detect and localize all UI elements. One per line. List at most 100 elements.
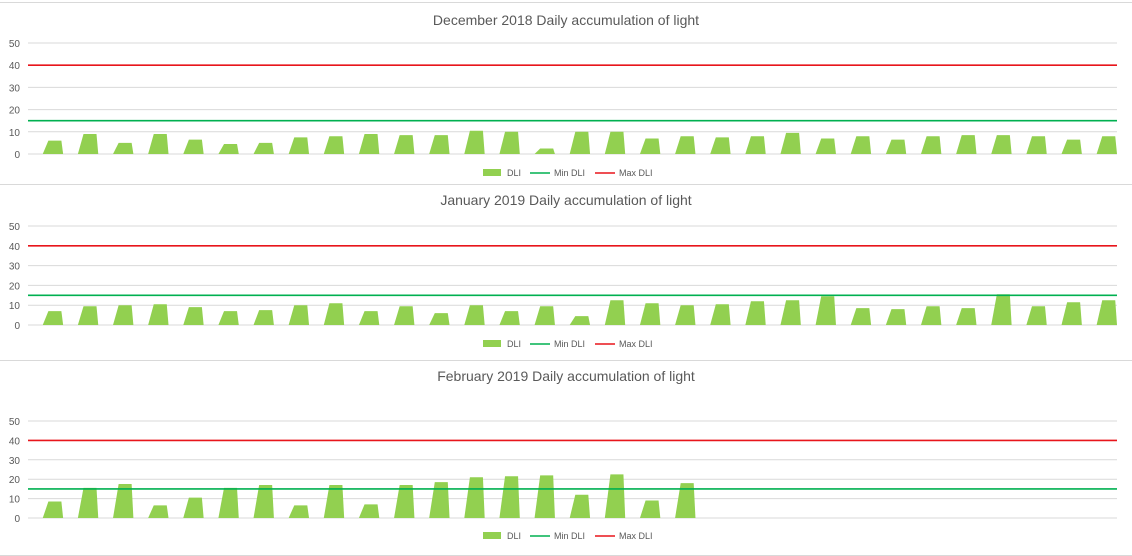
y-tick-label: 30 <box>9 83 21 94</box>
dli-area-day-22 <box>780 132 801 154</box>
dli-area-day-4 <box>148 505 169 518</box>
dli-area-day-29 <box>1026 136 1047 154</box>
dli-area-day-8 <box>288 305 310 325</box>
y-tick-label: 40 <box>9 242 21 253</box>
dli-area-day-1 <box>42 140 64 154</box>
dli-area-day-16 <box>569 131 591 154</box>
dli-area-day-21 <box>745 136 766 154</box>
dli-area-day-18 <box>639 303 661 325</box>
dli-area-day-14 <box>499 476 520 518</box>
y-tick-label: 50 <box>9 417 21 428</box>
legend-label-max-dli: Max DLI <box>619 531 653 541</box>
legend-label-max-dli: Max DLI <box>619 168 653 178</box>
legend-label-max-dli: Max DLI <box>619 339 653 349</box>
y-tick-label: 0 <box>14 321 20 332</box>
legend-label-dli: DLI <box>507 168 521 178</box>
dli-area-day-9 <box>323 303 345 325</box>
legend-label-min-dli: Min DLI <box>554 339 585 349</box>
dli-area-day-27 <box>956 135 977 154</box>
dli-area-day-31 <box>1096 136 1117 154</box>
y-tick-label: 20 <box>9 475 21 486</box>
dli-area-day-11 <box>394 485 415 518</box>
dli-area-day-3 <box>113 142 134 154</box>
dli-area-day-28 <box>991 135 1012 154</box>
dli-area-day-31 <box>1096 300 1117 325</box>
chart-title: February 2019 Daily accumulation of ligh… <box>437 368 695 384</box>
dli-area-day-12 <box>429 135 450 154</box>
dli-area-day-4 <box>148 134 169 154</box>
chart-svg-january-2019: January 2019 Daily accumulation of light… <box>9 192 1117 349</box>
dli-area-day-2 <box>77 306 99 325</box>
dli-area-day-11 <box>394 135 415 154</box>
dli-area-day-24 <box>850 308 872 325</box>
dli-area-day-20 <box>710 304 731 325</box>
dli-area-day-4 <box>148 304 169 325</box>
chart-title: January 2019 Daily accumulation of light <box>440 192 691 208</box>
dli-area-day-17 <box>604 474 626 518</box>
legend-swatch-dli <box>483 532 501 539</box>
y-tick-label: 50 <box>9 39 21 50</box>
dli-area-day-11 <box>394 306 415 325</box>
dli-area-day-5 <box>183 497 204 518</box>
dli-area-day-23 <box>815 296 836 325</box>
dli-area-day-7 <box>253 142 274 154</box>
legend-swatch-dli <box>483 169 501 176</box>
dli-area-day-3 <box>113 484 134 518</box>
dli-area-day-28 <box>991 294 1012 325</box>
legend-label-min-dli: Min DLI <box>554 168 585 178</box>
dli-area-day-13 <box>464 130 485 154</box>
dli-area-day-23 <box>815 138 836 154</box>
y-tick-label: 30 <box>9 456 21 467</box>
dli-area-day-5 <box>183 307 204 325</box>
dli-area-day-16 <box>569 316 591 325</box>
dli-area-day-21 <box>745 301 766 325</box>
dli-area-day-13 <box>464 477 485 518</box>
dli-area-day-19 <box>675 136 696 154</box>
dli-area-day-18 <box>639 500 661 518</box>
y-tick-label: 40 <box>9 436 21 447</box>
dli-area-day-2 <box>77 134 99 154</box>
dli-area-day-10 <box>358 504 380 518</box>
dli-area-day-20 <box>710 137 731 154</box>
chart-title: December 2018 Daily accumulation of ligh… <box>433 12 699 28</box>
dli-area-day-10 <box>358 134 380 154</box>
dli-area-day-2 <box>77 487 99 518</box>
dli-area-day-12 <box>429 313 450 325</box>
y-tick-label: 20 <box>9 281 21 292</box>
chart-svg-december-2018: December 2018 Daily accumulation of ligh… <box>9 12 1117 178</box>
dli-area-day-19 <box>675 483 696 518</box>
dli-area-day-12 <box>429 482 450 518</box>
dli-area-day-14 <box>499 131 520 154</box>
y-tick-label: 20 <box>9 106 21 117</box>
dli-area-day-25 <box>885 309 907 325</box>
dli-area-day-25 <box>885 139 907 154</box>
dli-area-day-14 <box>499 311 520 325</box>
y-tick-label: 10 <box>9 301 21 312</box>
dli-area-day-17 <box>604 131 626 154</box>
y-tick-label: 30 <box>9 262 21 273</box>
dli-area-day-8 <box>288 137 310 154</box>
dli-area-day-15 <box>534 148 555 154</box>
dli-area-day-15 <box>534 306 555 325</box>
dli-area-day-7 <box>253 485 274 518</box>
dli-area-day-6 <box>218 487 239 518</box>
legend-label-dli: DLI <box>507 531 521 541</box>
dli-area-day-7 <box>253 310 274 325</box>
dli-area-day-26 <box>920 306 942 325</box>
dli-area-day-3 <box>113 305 134 325</box>
dli-area-day-6 <box>218 311 239 325</box>
y-tick-label: 0 <box>14 514 20 525</box>
chart-panel-february-2019: February 2019 Daily accumulation of ligh… <box>0 360 1132 556</box>
dli-area-day-1 <box>42 501 64 518</box>
dli-area-day-8 <box>288 505 310 518</box>
chart-panel-december-2018: December 2018 Daily accumulation of ligh… <box>0 2 1132 186</box>
chart-svg-february-2019: February 2019 Daily accumulation of ligh… <box>9 368 1117 541</box>
dli-area-day-26 <box>920 136 942 154</box>
y-tick-label: 40 <box>9 61 21 72</box>
dli-area-day-5 <box>183 139 204 154</box>
dli-area-day-9 <box>323 485 345 518</box>
dli-area-day-19 <box>675 305 696 325</box>
dli-area-day-18 <box>639 138 661 154</box>
dli-area-day-15 <box>534 475 555 518</box>
dli-area-day-27 <box>956 308 977 325</box>
